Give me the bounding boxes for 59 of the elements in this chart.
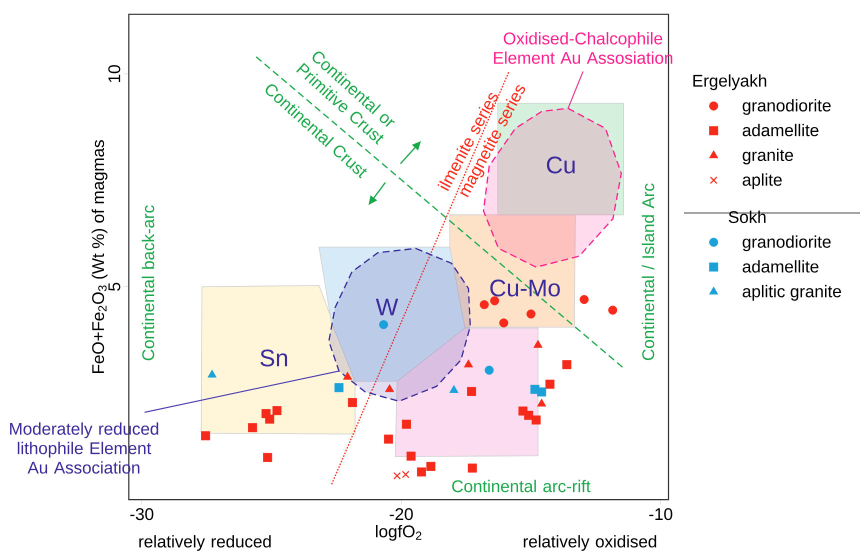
legend-label: granodiorite	[742, 99, 831, 115]
y-axis-title: FeO+Fe$_{2}$O$_{3}$ (Wt %) of magmas	[92, 140, 108, 373]
point	[537, 387, 546, 396]
annotation: Cu-Mo	[490, 280, 560, 296]
point	[490, 296, 500, 306]
text: relatively reduced	[139, 535, 271, 551]
legend-label: adamellite	[742, 124, 818, 136]
legend-label: adamellite	[742, 260, 818, 273]
text: Ergelyakh	[693, 74, 766, 90]
point	[499, 318, 508, 328]
annotation: W	[376, 298, 398, 316]
y-tick-label: 10	[108, 65, 120, 82]
point	[343, 372, 352, 380]
point	[385, 384, 394, 392]
point	[545, 380, 554, 389]
y-tick-label: 5	[108, 282, 120, 291]
annotation: Continental back-arc	[142, 205, 154, 360]
point	[263, 452, 272, 462]
point	[608, 306, 618, 315]
x-axis-title: logfO$_{2}$	[376, 524, 422, 541]
point	[449, 384, 458, 393]
annotation: Cu	[546, 156, 575, 174]
point	[384, 434, 394, 444]
point	[532, 415, 541, 424]
text: Sokh	[728, 210, 766, 224]
point	[480, 300, 489, 310]
point	[402, 420, 411, 429]
point	[334, 383, 344, 392]
point	[201, 431, 210, 440]
point	[484, 366, 494, 375]
point	[379, 320, 388, 330]
legend-label: aplitic granite	[742, 284, 841, 301]
x-tick-label: -30	[130, 508, 154, 520]
point	[533, 340, 543, 348]
legend-label: aplite	[742, 173, 782, 190]
legend-label: granodiorite	[742, 235, 831, 252]
annotation: Continental / Island Arc	[642, 184, 654, 360]
point	[464, 359, 473, 368]
text: relatively oxidised	[524, 535, 656, 551]
point	[272, 406, 282, 416]
annotation: Continental arc-rift	[452, 480, 591, 492]
point	[416, 467, 426, 476]
point	[248, 423, 258, 432]
point	[406, 452, 416, 461]
legend-label: granite	[742, 148, 794, 164]
point	[524, 410, 534, 420]
point	[426, 462, 436, 471]
annotation: Sn	[260, 350, 288, 366]
point	[526, 309, 536, 318]
point	[348, 398, 357, 408]
point	[265, 414, 274, 424]
point	[562, 360, 572, 370]
point	[537, 398, 546, 407]
x-tick-label: -20	[390, 508, 413, 520]
x-tick-label: -10	[649, 508, 672, 520]
point	[208, 370, 217, 378]
point	[580, 295, 589, 304]
point	[468, 464, 477, 473]
point	[467, 386, 476, 396]
